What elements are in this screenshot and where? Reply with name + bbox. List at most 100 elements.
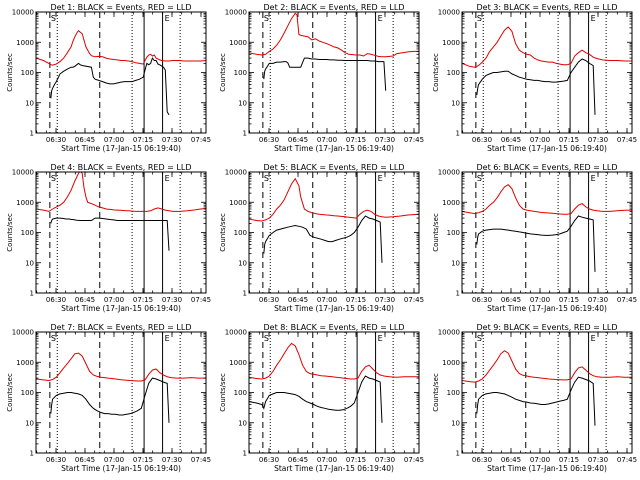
end-marker: E — [165, 174, 170, 183]
detector-panel-7: Det 7: BLACK = Events, RED = LLD S E 1 10 100… — [6, 323, 211, 473]
events-series-line — [50, 217, 170, 251]
y-tick-label: 1000 — [229, 199, 247, 207]
detector-panel-5: Det 5: BLACK = Events, RED = LLD S E 1 10 100… — [219, 163, 424, 313]
panel-title: Det 2: BLACK = Events, RED = LLD — [264, 3, 405, 12]
x-axis-label: Start Time (17-Jan-15 06:19:40) — [487, 144, 607, 153]
panel-title: Det 7: BLACK = Events, RED = LLD — [51, 323, 192, 332]
end-marker: E — [378, 174, 383, 183]
x-tick-label: 06:45 — [288, 136, 308, 144]
x-axis-label: Start Time (17-Jan-15 06:19:40) — [487, 304, 607, 313]
events-series-line — [476, 58, 596, 115]
y-tick-label: 10 — [451, 259, 460, 267]
y-axis-label: Counts/sec — [6, 213, 14, 252]
x-tick-label: 07:45 — [617, 456, 637, 464]
start-marker: S — [51, 14, 56, 23]
end-marker: E — [591, 334, 596, 343]
x-tick-label: 07:30 — [375, 296, 395, 304]
panel-title: Det 1: BLACK = Events, RED = LLD — [51, 3, 192, 12]
panel-title: Det 5: BLACK = Events, RED = LLD — [264, 163, 405, 172]
x-tick-label: 07:00 — [530, 296, 550, 304]
events-series-line — [476, 215, 596, 272]
x-tick-label: 07:30 — [588, 456, 608, 464]
x-tick-label: 06:45 — [288, 296, 308, 304]
lld-series-line — [249, 177, 419, 222]
y-tick-label: 1 — [243, 130, 247, 138]
y-tick-label: 1000 — [442, 39, 460, 47]
y-axis-label: Counts/sec — [219, 213, 227, 252]
x-tick-label: 07:30 — [375, 456, 395, 464]
detector-panel-4: Det 4: BLACK = Events, RED = LLD S E 1 10 100… — [6, 163, 211, 313]
detector-panel-6: Det 6: BLACK = Events, RED = LLD S E 1 10 100… — [432, 163, 637, 313]
y-tick-label: 1 — [30, 450, 34, 458]
x-tick-label: 06:30 — [46, 456, 66, 464]
x-tick-label: 07:00 — [317, 456, 337, 464]
start-marker: S — [264, 334, 269, 343]
y-tick-label: 10000 — [12, 329, 34, 337]
time-marker-lines — [475, 12, 607, 133]
y-tick-label: 1000 — [16, 359, 34, 367]
x-tick-label: 07:15 — [346, 456, 366, 464]
end-marker: E — [378, 334, 383, 343]
y-tick-label: 100 — [234, 69, 247, 77]
lld-series-line — [462, 26, 632, 68]
detector-panel-1: Det 1: BLACK = Events, RED = LLD S E 1 10 100… — [6, 3, 211, 153]
x-tick-label: 07:00 — [530, 456, 550, 464]
detector-panel-8: Det 8: BLACK = Events, RED = LLD S E 1 10 100… — [219, 323, 424, 473]
y-tick-label: 10000 — [12, 169, 34, 177]
x-tick-label: 07:45 — [404, 136, 424, 144]
x-axis-label: Start Time (17-Jan-15 06:19:40) — [61, 464, 181, 473]
x-tick-label: 07:30 — [375, 136, 395, 144]
x-tick-label: 06:45 — [75, 296, 95, 304]
x-tick-label: 07:00 — [104, 296, 124, 304]
y-axis-label: Counts/sec — [219, 53, 227, 92]
x-tick-label: 07:30 — [162, 136, 182, 144]
y-tick-label: 100 — [447, 69, 460, 77]
x-tick-label: 07:15 — [346, 296, 366, 304]
y-tick-label: 1 — [243, 450, 247, 458]
y-tick-label: 10 — [238, 419, 247, 427]
x-tick-label: 06:30 — [259, 456, 279, 464]
x-tick-label: 07:00 — [317, 296, 337, 304]
lld-series-line — [36, 29, 206, 66]
x-tick-label: 07:00 — [317, 136, 337, 144]
x-tick-label: 06:45 — [501, 296, 521, 304]
start-marker: S — [477, 174, 482, 183]
detector-panel-9: Det 9: BLACK = Events, RED = LLD S E 1 10 100… — [432, 323, 637, 473]
y-tick-label: 1000 — [229, 39, 247, 47]
x-axis-label: Start Time (17-Jan-15 06:19:40) — [274, 464, 394, 473]
x-tick-label: 07:15 — [133, 456, 153, 464]
y-tick-label: 1000 — [229, 359, 247, 367]
x-tick-label: 06:45 — [501, 136, 521, 144]
start-marker: S — [51, 174, 56, 183]
x-tick-label: 07:30 — [588, 296, 608, 304]
x-tick-label: 07:00 — [104, 136, 124, 144]
y-tick-label: 100 — [234, 229, 247, 237]
x-tick-label: 06:30 — [472, 296, 492, 304]
lld-series-line — [462, 350, 632, 383]
y-axis-label: Counts/sec — [6, 373, 14, 412]
y-tick-label: 10000 — [225, 9, 247, 17]
y-tick-label: 100 — [447, 229, 460, 237]
y-axis-label: Counts/sec — [432, 213, 440, 252]
x-axis-label: Start Time (17-Jan-15 06:19:40) — [274, 304, 394, 313]
y-tick-label: 1 — [456, 290, 460, 298]
time-marker-lines — [262, 332, 394, 453]
x-tick-label: 06:30 — [46, 296, 66, 304]
x-tick-label: 06:45 — [75, 456, 95, 464]
y-axis-label: Counts/sec — [219, 373, 227, 412]
events-series-line — [50, 57, 170, 116]
y-tick-label: 10000 — [225, 329, 247, 337]
time-marker-lines — [475, 332, 607, 453]
y-tick-label: 1 — [30, 130, 34, 138]
start-marker: S — [51, 334, 56, 343]
end-marker: E — [591, 174, 596, 183]
y-tick-label: 10 — [451, 99, 460, 107]
x-tick-label: 07:45 — [191, 136, 211, 144]
x-tick-label: 06:30 — [472, 456, 492, 464]
detector-panel-3: Det 3: BLACK = Events, RED = LLD S E 1 10 100… — [432, 3, 637, 153]
y-tick-label: 1 — [30, 290, 34, 298]
panel-title: Det 3: BLACK = Events, RED = LLD — [477, 3, 618, 12]
y-tick-label: 10 — [25, 419, 34, 427]
y-tick-label: 10000 — [225, 169, 247, 177]
